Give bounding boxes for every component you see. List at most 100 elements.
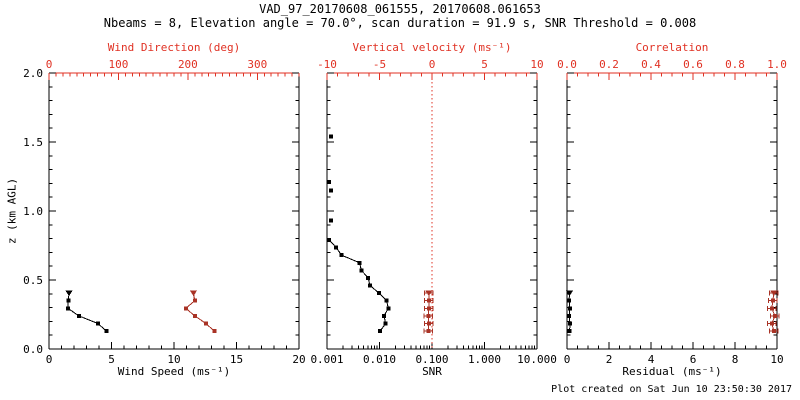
- x-tick-label: 0.001: [310, 353, 343, 366]
- wind-speed-marker: [104, 329, 109, 334]
- x-tick-label: 6: [690, 353, 697, 366]
- top-tick-label: 0.6: [683, 58, 703, 71]
- panel-residual: 0 2 4 6 8 10 0.0 0.2 0.4 0.6 0.8 1.0: [557, 58, 787, 366]
- x-tick-label: 1.000: [468, 353, 501, 366]
- plot-title: VAD_97_20170608_061555, 20170608.061653: [259, 2, 541, 16]
- wind-direction-marker: [192, 313, 197, 318]
- correlation-marker: [771, 329, 776, 334]
- residual-marker: [567, 306, 572, 311]
- vertical-velocity-axis-title: Vertical velocity (ms⁻¹): [352, 41, 512, 54]
- snr-isolated-marker: [327, 180, 332, 185]
- x-tick-label: 0: [564, 353, 571, 366]
- snr-profile-marker: [359, 268, 364, 273]
- y-tick-label: 2.0: [23, 67, 43, 80]
- top-tick-label: 0.8: [725, 58, 745, 71]
- x-tick-label: 10.000: [517, 353, 557, 366]
- residual-axis-title: Residual (ms⁻¹): [622, 365, 722, 378]
- snr-profile-marker: [386, 306, 391, 311]
- wind-direction-marker: [183, 306, 188, 311]
- wind-speed-marker: [77, 313, 81, 318]
- x-tick-label: 10: [167, 353, 180, 366]
- plot-created-timestamp: Plot created on Sat Jun 10 23:50:30 2017: [551, 384, 792, 395]
- residual-marker: [568, 321, 573, 326]
- residual-marker: [566, 290, 574, 297]
- correlation-marker: [769, 321, 774, 326]
- vertical-velocity-marker: [426, 313, 431, 318]
- wind-speed-axis-title: Wind Speed (ms⁻¹): [117, 365, 231, 378]
- vertical-velocity-marker: [426, 306, 431, 311]
- x-tick-label: 8: [732, 353, 739, 366]
- x-tick-label: 4: [648, 353, 655, 366]
- snr-profile-marker: [383, 321, 388, 326]
- top-tick-label: 100: [109, 58, 129, 71]
- x-tick-label: 0.100: [415, 353, 448, 366]
- wind-direction-marker: [203, 321, 208, 326]
- panel-snr: 0.001 0.010 0.100 1.000 10.000 -10 -5 0 5 10: [310, 58, 556, 366]
- snr-isolated-marker: [329, 134, 334, 139]
- snr-profile-marker: [366, 275, 371, 280]
- snr-profile-marker: [377, 291, 382, 296]
- x-tick-label: 0.010: [363, 353, 396, 366]
- snr-profile-marker: [357, 260, 362, 265]
- snr-profile-marker: [334, 245, 339, 250]
- top-tick-label: 200: [178, 58, 198, 71]
- correlation-marker: [772, 313, 777, 318]
- y-tick-label: 1.0: [23, 205, 43, 218]
- top-tick-label: 0.2: [599, 58, 619, 71]
- snr-profile-line: [328, 239, 389, 332]
- y-tick-label: 1.5: [23, 136, 43, 149]
- snr-profile-marker: [382, 313, 387, 318]
- wind-speed-marker: [65, 290, 73, 297]
- wind-speed-marker: [66, 298, 71, 303]
- snr-profile-marker: [368, 283, 373, 288]
- top-tick-label: -5: [373, 58, 386, 71]
- top-tick-label: 1.0: [767, 58, 787, 71]
- snr-profile-marker: [384, 298, 389, 303]
- x-tick-label: 10: [770, 353, 783, 366]
- y-tick-label: 0.5: [23, 274, 43, 287]
- vertical-velocity-marker: [426, 321, 431, 326]
- snr-isolated-marker: [329, 188, 334, 193]
- top-tick-label: -10: [317, 58, 337, 71]
- top-tick-label: 300: [247, 58, 267, 71]
- snr-profile-marker: [339, 253, 344, 258]
- wind-speed-line: [67, 293, 107, 332]
- correlation-marker: [770, 298, 775, 303]
- top-tick-label: 0: [429, 58, 436, 71]
- correlation-marker: [770, 290, 778, 297]
- wind-direction-line: [185, 293, 215, 332]
- wind-speed-marker: [95, 321, 100, 326]
- top-tick-label: 5: [481, 58, 488, 71]
- y-tick-label: 0.0: [23, 343, 43, 356]
- snr-profile-marker: [377, 329, 382, 334]
- x-tick-label: 0: [46, 353, 53, 366]
- vertical-velocity-marker: [425, 290, 433, 297]
- x-tick-label: 20: [292, 353, 305, 366]
- correlation-axis-title: Correlation: [635, 41, 709, 54]
- snr-isolated-marker: [329, 218, 334, 223]
- vertical-velocity-marker: [426, 329, 431, 334]
- panel-wind: 0.00.51.01.52.00 5 10 15 200 100 200 300: [23, 58, 306, 366]
- top-tick-label: 0.4: [641, 58, 661, 71]
- snr-axis-title: SNR: [422, 365, 442, 378]
- residual-marker: [567, 298, 572, 303]
- vertical-velocity-marker: [426, 298, 431, 303]
- correlation-marker: [769, 306, 774, 311]
- top-tick-label: 0.0: [557, 58, 577, 71]
- plot-subtitle: Nbeams = 8, Elevation angle = 70.0°, sca…: [103, 16, 697, 30]
- top-tick-label: 0: [46, 58, 53, 71]
- x-tick-label: 2: [606, 353, 613, 366]
- wind-direction-marker: [189, 290, 197, 297]
- residual-marker: [567, 329, 572, 334]
- residual-marker: [567, 313, 572, 318]
- wind-direction-marker: [212, 329, 217, 334]
- wind-speed-marker: [65, 306, 70, 311]
- wind-direction-marker: [192, 298, 197, 303]
- top-tick-label: 10: [530, 58, 543, 71]
- wind-direction-axis-title: Wind Direction (deg): [107, 41, 241, 54]
- x-tick-label: 5: [108, 353, 115, 366]
- x-tick-label: 15: [230, 353, 243, 366]
- snr-profile-marker: [327, 237, 332, 242]
